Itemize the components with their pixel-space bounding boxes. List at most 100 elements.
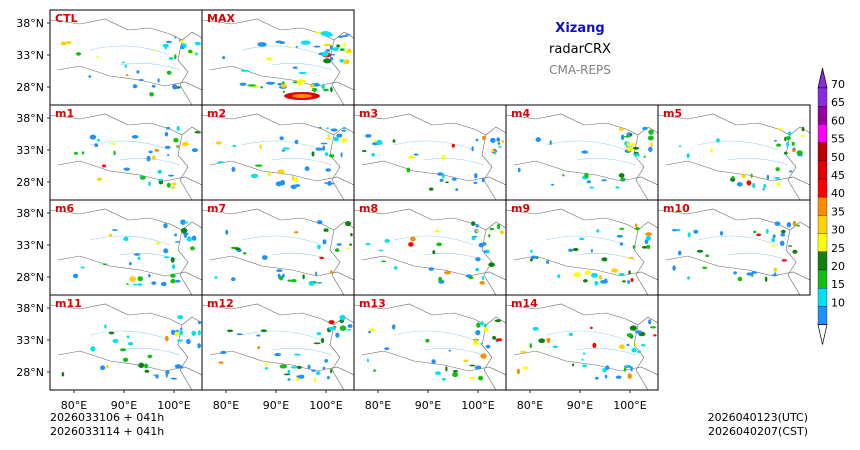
echo-cell [437,172,444,176]
echo-cell [562,174,565,177]
river-lines [393,140,485,166]
echo-cell [339,314,346,321]
echo-cell [645,232,652,236]
panel-label: CTL [55,12,78,25]
echo-cell [393,266,398,270]
echo-cell [148,150,153,154]
echo-cell [619,242,624,246]
echo-cell [696,249,704,253]
echo-cell [626,343,630,347]
echo-cell [324,182,328,184]
echo-cell [445,181,449,184]
echo-cell [482,135,486,141]
echo-cell [156,241,160,245]
echo-cell [488,262,495,268]
echo-cell [296,365,302,369]
product-title: radarCRX [549,42,611,57]
echo-cell [336,44,340,48]
echo-cell [129,276,137,282]
echo-cell [410,236,416,242]
echo-cell [136,70,140,74]
echo-cell [313,45,321,48]
lat-tick-33-row2: 33°N [16,144,44,157]
echo-cell [429,187,434,191]
echo-cell [381,260,387,263]
echo-cell [170,257,175,263]
echo-cell [190,246,195,251]
panel-label: m11 [55,297,82,310]
echo-cell [780,233,786,237]
radar-echo-field [61,315,201,380]
echo-cell [573,272,581,278]
panel-m9: m9 [505,199,659,296]
echo-cell [320,142,328,145]
echo-cell [180,227,188,234]
panel-label: m13 [359,297,386,310]
echo-cell [182,141,189,147]
echo-cell [408,155,415,160]
echo-cell [176,339,184,342]
echo-cell [313,342,321,345]
echo-cell [128,262,132,266]
echo-cell [347,324,353,328]
figure-header: Xizang radarCRX CMA-REPS [549,21,611,77]
echo-cell [243,252,247,255]
echo-cell [361,150,367,152]
echo-cell [217,161,224,164]
echo-cell [517,167,521,173]
echo-cell [194,41,201,46]
panel-m10: m10 [657,199,811,296]
radar-echo-field [222,31,353,100]
echo-cell [165,335,169,342]
echo-cell [645,235,652,241]
echo-cell [710,148,713,153]
echo-cell [369,328,376,332]
echo-cell [678,145,682,148]
echo-cell [329,154,335,158]
panel-background [202,295,354,390]
radar-echo-field [73,219,197,287]
echo-cell [102,263,108,266]
echo-cell [325,168,332,172]
echo-cell [455,188,459,192]
echo-cell [766,174,770,180]
radar-echo-field [671,220,800,282]
colorbar-label: 35 [831,205,845,218]
echo-cell [647,135,654,141]
radar-echo-field [215,126,347,189]
echo-cell [106,364,109,369]
echo-cell [649,326,657,329]
echo-cell [325,49,331,52]
colorbar-swatch [817,233,828,252]
echo-cell [796,224,800,227]
echo-cell [793,147,796,150]
river-lines [241,140,333,166]
colorbar-label: 55 [831,133,845,146]
echo-cell [771,237,776,243]
echo-cell [267,172,272,177]
echo-cell [113,150,116,156]
echo-cell [234,247,241,251]
echo-cell [618,272,625,276]
echo-cell [292,66,298,69]
echo-cell [392,139,396,143]
echo-cell [451,177,457,181]
echo-cell [625,364,629,368]
colorbar-swatch [817,178,828,198]
lon-tick-90-col3: 90°E [415,399,441,412]
echo-cell [324,359,329,363]
echo-cell [471,146,474,152]
echo-cell [191,235,197,241]
echo-cell [168,174,175,177]
echo-cell [250,173,259,178]
echo-cell [592,342,597,348]
echo-cell [256,334,261,337]
echo-cell [277,169,285,174]
echo-cell [776,182,781,187]
echo-cell [164,145,171,149]
lat-tick-28-row2: 28°N [16,176,44,189]
echo-cell [630,278,634,282]
river-lines [89,45,181,71]
echo-cell [594,281,599,286]
echo-cell [628,270,631,275]
